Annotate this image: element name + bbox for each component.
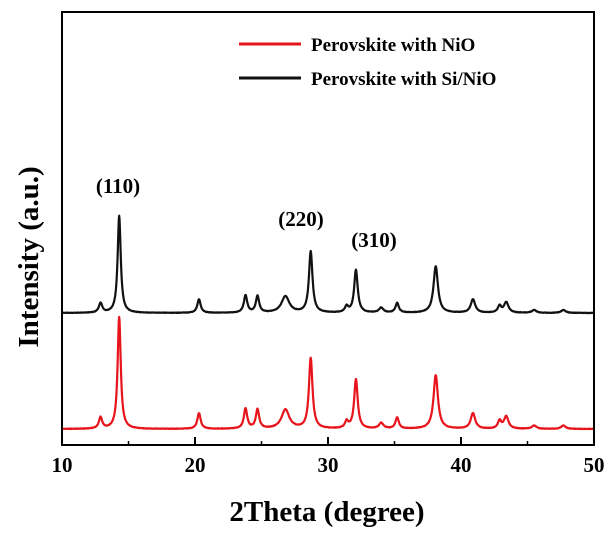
legend-label-nio: Perovskite with NiO (311, 35, 475, 56)
plot-area: 10 20 30 40 50 (52, 11, 605, 477)
series-line-nio (61, 315, 595, 431)
x-tick-label-10: 10 (52, 453, 73, 477)
series-line-si-nio (61, 214, 595, 315)
y-axis-title: Intensity (a.u.) (13, 166, 45, 347)
legend-label-si-nio: Perovskite with Si/NiO (311, 69, 496, 90)
x-axis-ticks: 10 20 30 40 50 (52, 437, 605, 477)
x-tick-label-50: 50 (584, 453, 605, 477)
peak-label-220: (220) (278, 207, 324, 231)
series-layer (61, 214, 595, 431)
peak-label-310: (310) (351, 228, 397, 252)
legend: Perovskite with NiO Perovskite with Si/N… (239, 35, 496, 90)
x-axis-title: 2Theta (degree) (229, 496, 424, 528)
peak-labels: (110) (220) (310) (96, 174, 397, 252)
x-tick-label-40: 40 (451, 453, 472, 477)
x-tick-label-30: 30 (318, 453, 339, 477)
x-tick-label-20: 20 (185, 453, 206, 477)
peak-label-110: (110) (96, 174, 140, 198)
